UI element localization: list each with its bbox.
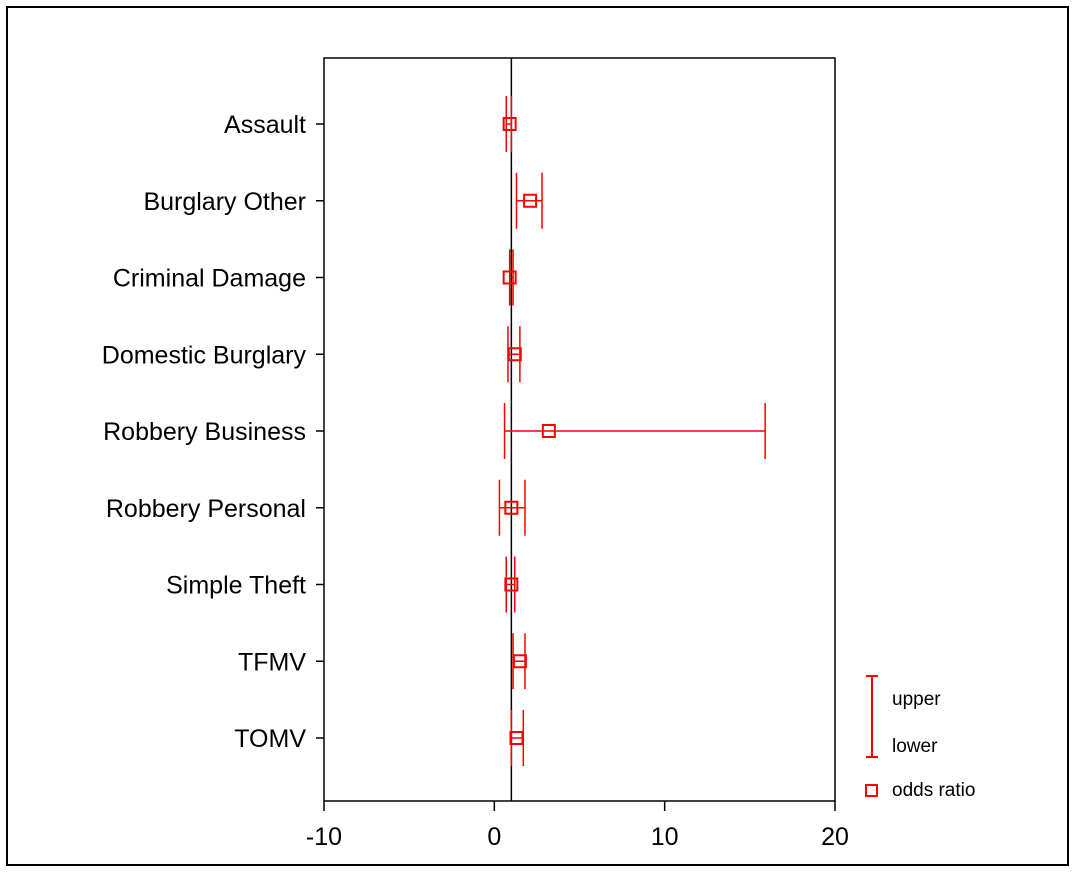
- x-tick-label: 10: [651, 823, 679, 851]
- category-label: Burglary Other: [143, 188, 306, 216]
- odds-ratio-marker: [502, 270, 517, 285]
- legend-label-lower: lower: [892, 736, 938, 757]
- category-label: Simple Theft: [166, 572, 306, 600]
- odds-ratio-marker: [512, 654, 527, 669]
- y-axis: Assault Burglary Other Criminal Damage Dom…: [102, 111, 324, 753]
- plot-area: [323, 57, 836, 802]
- category-label: Assault: [224, 111, 306, 139]
- legend-odds-ratio-marker: [865, 784, 878, 797]
- odds-ratio-marker: [504, 577, 519, 592]
- odds-ratio-marker: [509, 731, 524, 745]
- category-label: Robbery Business: [103, 418, 306, 446]
- category-label: TOMV: [234, 725, 306, 753]
- legend-label-upper: upper: [892, 689, 941, 710]
- category-label: Criminal Damage: [113, 265, 306, 293]
- x-tick-label: 0: [487, 823, 501, 851]
- x-tick-label: -10: [306, 823, 342, 851]
- odds-ratio-marker: [502, 117, 517, 131]
- odds-ratio-marker: [504, 500, 519, 515]
- category-label: Robbery Personal: [106, 495, 306, 523]
- odds-ratio-marker: [507, 347, 522, 362]
- x-axis: -10 0 10 20: [306, 801, 849, 851]
- legend-label-odds-ratio: odds ratio: [892, 780, 975, 801]
- odds-ratio-marker: [541, 424, 556, 438]
- x-tick-label: 20: [821, 823, 849, 851]
- odds-ratio-marker: [523, 193, 538, 208]
- data-marks: [498, 96, 766, 766]
- legend: upper lower odds ratio: [865, 675, 975, 801]
- category-label: Domestic Burglary: [102, 341, 307, 369]
- category-label: TFMV: [238, 648, 306, 676]
- outer-frame: [6, 6, 1069, 866]
